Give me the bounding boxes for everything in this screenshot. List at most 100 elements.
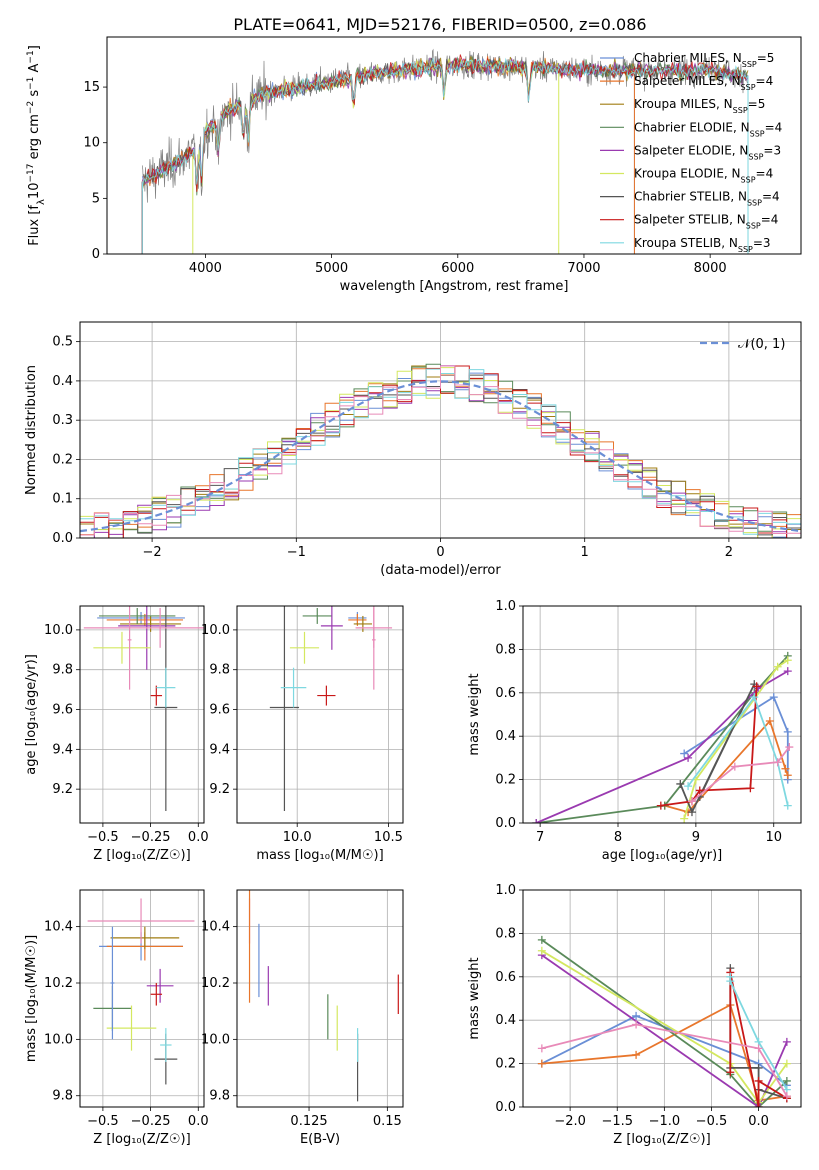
y-axis-label-part: s bbox=[27, 90, 42, 101]
x-tick-label: 1 bbox=[581, 545, 589, 560]
x-tick-label: 10.0 bbox=[283, 830, 312, 845]
mass-weight-series bbox=[541, 1023, 788, 1097]
axes-frame bbox=[236, 605, 404, 824]
plus-marker bbox=[754, 1103, 763, 1107]
y-tick-label: 1.0 bbox=[495, 883, 516, 898]
plus-marker bbox=[676, 779, 685, 788]
plus-marker bbox=[537, 1059, 546, 1068]
legend-entry: Kroupa MILES, NSSP=5 bbox=[634, 97, 765, 115]
plus-marker bbox=[537, 946, 546, 955]
x-axis-label: (data-model)/error bbox=[380, 563, 501, 578]
plus-marker bbox=[537, 935, 546, 944]
y-axis-label: age [log₁₀(age/yr)] bbox=[24, 654, 39, 775]
error-bar-point bbox=[302, 607, 332, 624]
y-axis-label: mass weight bbox=[467, 673, 482, 755]
error-bar-point bbox=[353, 615, 372, 632]
plus-marker bbox=[781, 764, 790, 773]
y-tick-label: 0.5 bbox=[52, 335, 73, 350]
y-tick-label: 0.3 bbox=[52, 413, 73, 428]
x-tick-label: 0 bbox=[436, 545, 444, 560]
plus-marker bbox=[726, 1068, 735, 1077]
x-tick-label: 4000 bbox=[189, 261, 222, 276]
mass-weight-vs-metallicity-plot: −2.0 −1.5 −1.0 −0.5 0.0 0.0 0.2 0.4 0.6 0.8 1.0 Z [… bbox=[467, 883, 802, 1147]
plus-marker bbox=[783, 727, 792, 736]
legend-text: Salpeter ELODIE, N bbox=[634, 143, 748, 157]
x-tick-label: −0.25 bbox=[131, 1114, 171, 1129]
gaussian-curve bbox=[80, 380, 801, 533]
y-axis-label: mass weight bbox=[467, 957, 482, 1039]
y-tick-label: 9.8 bbox=[209, 663, 230, 678]
legend-suffix: =4 bbox=[756, 74, 774, 88]
x-tick-label: 7 bbox=[536, 830, 544, 845]
legend-entry: 𝒩(0, 1) bbox=[738, 337, 785, 352]
axes-frame bbox=[79, 605, 205, 824]
y-tick-label: 0.4 bbox=[52, 374, 73, 389]
grid bbox=[80, 890, 204, 1107]
error-bar-point bbox=[97, 611, 185, 624]
axes-frame bbox=[522, 889, 802, 1108]
mass-weight-series bbox=[679, 683, 756, 815]
x-tick-label: 0.125 bbox=[290, 1114, 327, 1129]
y-tick-label: 0.2 bbox=[52, 452, 73, 467]
legend-entry: Salpeter ELODIE, NSSP=3 bbox=[634, 143, 781, 161]
plus-marker bbox=[754, 1076, 763, 1085]
x-axis-label: Z [log₁₀(Z/Z☉)] bbox=[93, 848, 190, 863]
error-bar-point bbox=[99, 607, 176, 624]
model-spectrum-line bbox=[141, 57, 749, 191]
x-axis-label: Z [log₁₀(Z/Z☉)] bbox=[613, 1132, 710, 1147]
plus-marker bbox=[782, 1059, 791, 1068]
y-tick-label: 10.2 bbox=[201, 976, 230, 991]
plus-marker bbox=[752, 682, 761, 691]
error-bar-point bbox=[110, 926, 115, 1040]
error-bar-point bbox=[280, 667, 307, 708]
axes-frame bbox=[522, 605, 802, 824]
legend-entry: Salpeter MILES, NSSP=4 bbox=[634, 74, 773, 92]
y-tick-label: 0.2 bbox=[495, 773, 516, 788]
y-tick-label: 0.8 bbox=[495, 926, 516, 941]
y-tick-label: 0 bbox=[92, 247, 100, 262]
mass-weight-series bbox=[687, 695, 789, 806]
legend-suffix: =5 bbox=[748, 97, 766, 111]
legend-sub: SSP bbox=[747, 198, 762, 207]
y-tick-label: 15 bbox=[83, 80, 100, 95]
x-tick-label: 0.0 bbox=[188, 830, 209, 845]
legend-suffix: =4 bbox=[762, 190, 780, 204]
legend-sub: SSP bbox=[746, 221, 761, 230]
plus-marker bbox=[783, 801, 792, 810]
y-tick-label: 1.0 bbox=[495, 599, 516, 614]
axes-frame bbox=[106, 36, 802, 255]
plus-marker bbox=[765, 717, 774, 726]
plus-marker bbox=[750, 693, 759, 702]
mass-vs-metallicity-plot: −0.5 −0.25 0.0 9.8 10.0 10.2 10.4 Z [log₁₀(Z/Z☉… bbox=[24, 889, 209, 1147]
y-axis-label-part: A bbox=[27, 63, 42, 76]
legend-sub: SSP bbox=[748, 152, 763, 161]
plus-marker bbox=[695, 786, 704, 795]
y-tick-label: 9.4 bbox=[209, 742, 230, 757]
legend-suffix: =4 bbox=[765, 120, 783, 134]
y-tick-label: 9.8 bbox=[209, 1089, 230, 1104]
legend-text: Kroupa STELIB, N bbox=[634, 236, 738, 250]
plus-marker bbox=[687, 797, 696, 806]
legend-sub: SSP bbox=[742, 60, 757, 69]
grid bbox=[523, 605, 801, 824]
x-tick-label: 8000 bbox=[694, 261, 727, 276]
legend-text: Salpeter MILES, N bbox=[634, 74, 741, 88]
error-bar-point bbox=[371, 606, 376, 690]
plot-area bbox=[248, 890, 399, 1102]
x-tick-label: 7000 bbox=[567, 261, 600, 276]
error-bar-point bbox=[320, 606, 343, 650]
plot-area bbox=[80, 363, 801, 538]
y-tick-label: 0.0 bbox=[495, 816, 516, 831]
plus-marker bbox=[687, 808, 696, 817]
y-tick-label: 9.2 bbox=[209, 782, 230, 797]
y-tick-label: 0.8 bbox=[495, 642, 516, 657]
plus-marker bbox=[785, 743, 794, 752]
y-tick-label: 10.0 bbox=[44, 623, 73, 638]
y-axis-label-part: ] bbox=[27, 45, 42, 50]
error-bar-point bbox=[150, 983, 163, 1006]
x-tick-label: 5000 bbox=[315, 261, 348, 276]
legend-entry: Chabrier MILES, NSSP=5 bbox=[634, 51, 774, 69]
y-axis-label-part: λ bbox=[36, 199, 47, 205]
error-bar-point bbox=[118, 606, 176, 670]
